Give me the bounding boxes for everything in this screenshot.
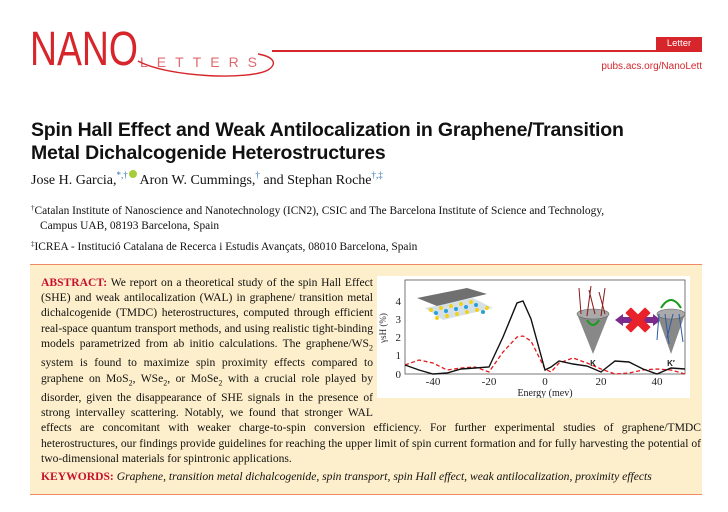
heterostructure-illustration-icon [417, 288, 493, 320]
author-marks: † [255, 170, 260, 180]
author-marks: †,‡ [371, 170, 383, 180]
abstract-label: ABSTRACT: [41, 276, 108, 289]
affiliations: †Catalan Institute of Nanoscience and Na… [31, 201, 711, 258]
abstract-text: ABSTRACT: We report on a theoretical stu… [41, 276, 701, 465]
author-name[interactable]: Aron W. Cummings, [139, 173, 256, 188]
svg-text:2: 2 [396, 332, 402, 344]
article-type-badge: Letter [656, 37, 702, 51]
header-rule [272, 50, 702, 52]
author-list: Jose H. Garcia,*,† Aron W. Cummings,† an… [31, 170, 383, 189]
orcid-icon[interactable] [128, 170, 137, 178]
svg-text:0: 0 [396, 369, 402, 381]
author-marks: *,† [116, 170, 128, 180]
svg-text:1: 1 [396, 350, 402, 362]
svg-text:4: 4 [396, 296, 402, 308]
keywords: KEYWORDS: Graphene, transition metal dic… [41, 470, 652, 483]
y-tick-labels: 0 1 2 3 4 [396, 296, 402, 381]
blocked-intervalley-scattering-icon [615, 307, 661, 333]
svg-text:K′: K′ [667, 359, 675, 368]
x-tick-labels: -40 -20 0 20 40 [426, 376, 663, 388]
author-name[interactable]: Jose H. Garcia, [31, 173, 117, 188]
x-axis-label: Energy (mev) [517, 388, 572, 398]
k-prime-valley-cone-icon: K′ [656, 299, 686, 368]
svg-text:20: 20 [596, 376, 608, 388]
svg-text:3: 3 [396, 314, 402, 326]
svg-text:-20: -20 [482, 376, 497, 388]
article-title: Spin Hall Effect and Weak Antilocalizati… [31, 119, 711, 165]
keywords-label: KEYWORDS: [41, 470, 114, 483]
y-axis-label: γsH (%) [378, 313, 388, 344]
journal-url-link[interactable]: pubs.acs.org/NanoLett [601, 61, 702, 72]
series-solid-black [404, 300, 686, 375]
svg-text:40: 40 [652, 376, 664, 388]
svg-text:K: K [590, 359, 596, 368]
affiliation: ‡ICREA - Institució Catalana de Recerca … [31, 240, 418, 253]
title-line-1: Spin Hall Effect and Weak Antilocalizati… [31, 119, 624, 141]
svg-text:-40: -40 [426, 376, 441, 388]
abstract-box: ABSTRACT: We report on a theoretical stu… [30, 264, 702, 495]
k-valley-cone-icon: K [576, 285, 610, 368]
svg-text:0: 0 [542, 376, 548, 388]
toc-figure[interactable]: 0 1 2 3 4 -40 -20 0 20 40 Energy (mev) γ… [377, 276, 690, 398]
series-dashed-red [404, 335, 686, 375]
keywords-terms: Graphene, transition metal dichalcogenid… [116, 470, 652, 483]
affiliation: †Catalan Institute of Nanoscience and Na… [31, 204, 605, 232]
logo-nano: NANO [30, 23, 138, 76]
author-name[interactable]: and Stephan Roche [263, 173, 372, 188]
journal-logo[interactable]: NANO LETTERS [30, 18, 280, 78]
logo-letters: LETTERS [140, 54, 266, 70]
title-line-2: Metal Dichalcogenide Heterostructures [31, 142, 386, 164]
